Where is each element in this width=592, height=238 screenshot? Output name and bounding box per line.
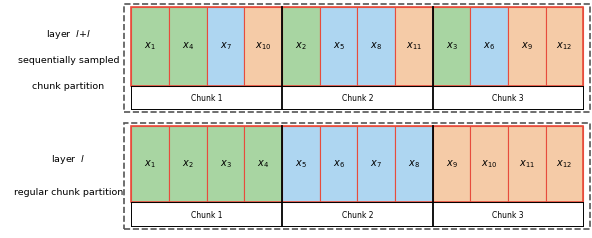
Text: $x_{12}$: $x_{12}$	[556, 40, 572, 52]
Text: $x_{7}$: $x_{7}$	[370, 158, 382, 170]
Bar	[169, 7, 207, 86]
Text: $x_{6}$: $x_{6}$	[483, 40, 495, 52]
Bar	[131, 126, 169, 202]
Text: Chunk 1: Chunk 1	[191, 211, 223, 220]
Text: regular chunk partition: regular chunk partition	[14, 188, 123, 197]
Text: sequentially sampled: sequentially sampled	[18, 56, 119, 65]
Text: layer  $l$+$l$: layer $l$+$l$	[46, 28, 91, 41]
Text: $x_{5}$: $x_{5}$	[333, 40, 345, 52]
Bar	[282, 7, 320, 86]
Bar	[395, 7, 433, 86]
Text: $x_{1}$: $x_{1}$	[144, 158, 156, 170]
Bar	[320, 7, 358, 86]
Text: $x_{3}$: $x_{3}$	[220, 158, 231, 170]
Bar	[244, 126, 282, 202]
Bar	[282, 126, 320, 202]
Bar	[131, 7, 169, 86]
Bar	[320, 126, 358, 202]
Bar	[131, 7, 583, 86]
Bar	[433, 7, 470, 86]
Text: Chunk 3: Chunk 3	[492, 94, 524, 103]
Bar	[244, 7, 282, 86]
Bar	[358, 126, 395, 202]
Bar	[546, 126, 583, 202]
Text: $x_{4}$: $x_{4}$	[257, 158, 269, 170]
Bar	[508, 7, 546, 86]
Text: Chunk 2: Chunk 2	[342, 211, 373, 220]
Bar	[124, 4, 590, 112]
Bar	[207, 7, 244, 86]
Bar	[124, 123, 590, 229]
Text: $x_{5}$: $x_{5}$	[295, 158, 307, 170]
Bar	[358, 7, 395, 86]
Bar	[207, 126, 244, 202]
Text: chunk partition: chunk partition	[33, 82, 104, 91]
Text: $x_{10}$: $x_{10}$	[481, 158, 497, 170]
Text: $x_{2}$: $x_{2}$	[182, 158, 194, 170]
Bar	[395, 126, 433, 202]
Text: $x_{12}$: $x_{12}$	[556, 158, 572, 170]
Text: Chunk 3: Chunk 3	[492, 211, 524, 220]
Text: $x_{3}$: $x_{3}$	[446, 40, 458, 52]
Bar	[433, 126, 470, 202]
Bar	[470, 126, 508, 202]
Text: $x_{2}$: $x_{2}$	[295, 40, 307, 52]
Bar	[169, 126, 207, 202]
Text: $x_{4}$: $x_{4}$	[182, 40, 194, 52]
Text: $x_{11}$: $x_{11}$	[406, 40, 422, 52]
Text: $x_{9}$: $x_{9}$	[521, 40, 533, 52]
Text: $x_{8}$: $x_{8}$	[370, 40, 382, 52]
Bar	[546, 7, 583, 86]
Text: $x_{6}$: $x_{6}$	[333, 158, 345, 170]
Text: $x_{11}$: $x_{11}$	[519, 158, 535, 170]
Text: $x_{10}$: $x_{10}$	[255, 40, 271, 52]
Text: layer  $l$: layer $l$	[51, 153, 86, 166]
Text: $x_{9}$: $x_{9}$	[446, 158, 458, 170]
Bar	[508, 126, 546, 202]
Bar	[470, 7, 508, 86]
Bar	[131, 126, 583, 202]
Text: $x_{8}$: $x_{8}$	[408, 158, 420, 170]
Text: $x_{1}$: $x_{1}$	[144, 40, 156, 52]
Text: Chunk 2: Chunk 2	[342, 94, 373, 103]
Text: Chunk 1: Chunk 1	[191, 94, 223, 103]
Text: $x_{7}$: $x_{7}$	[220, 40, 231, 52]
